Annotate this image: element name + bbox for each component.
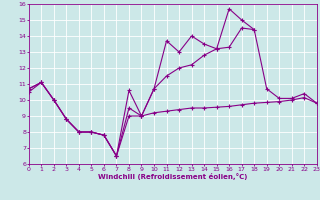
X-axis label: Windchill (Refroidissement éolien,°C): Windchill (Refroidissement éolien,°C) [98,173,247,180]
